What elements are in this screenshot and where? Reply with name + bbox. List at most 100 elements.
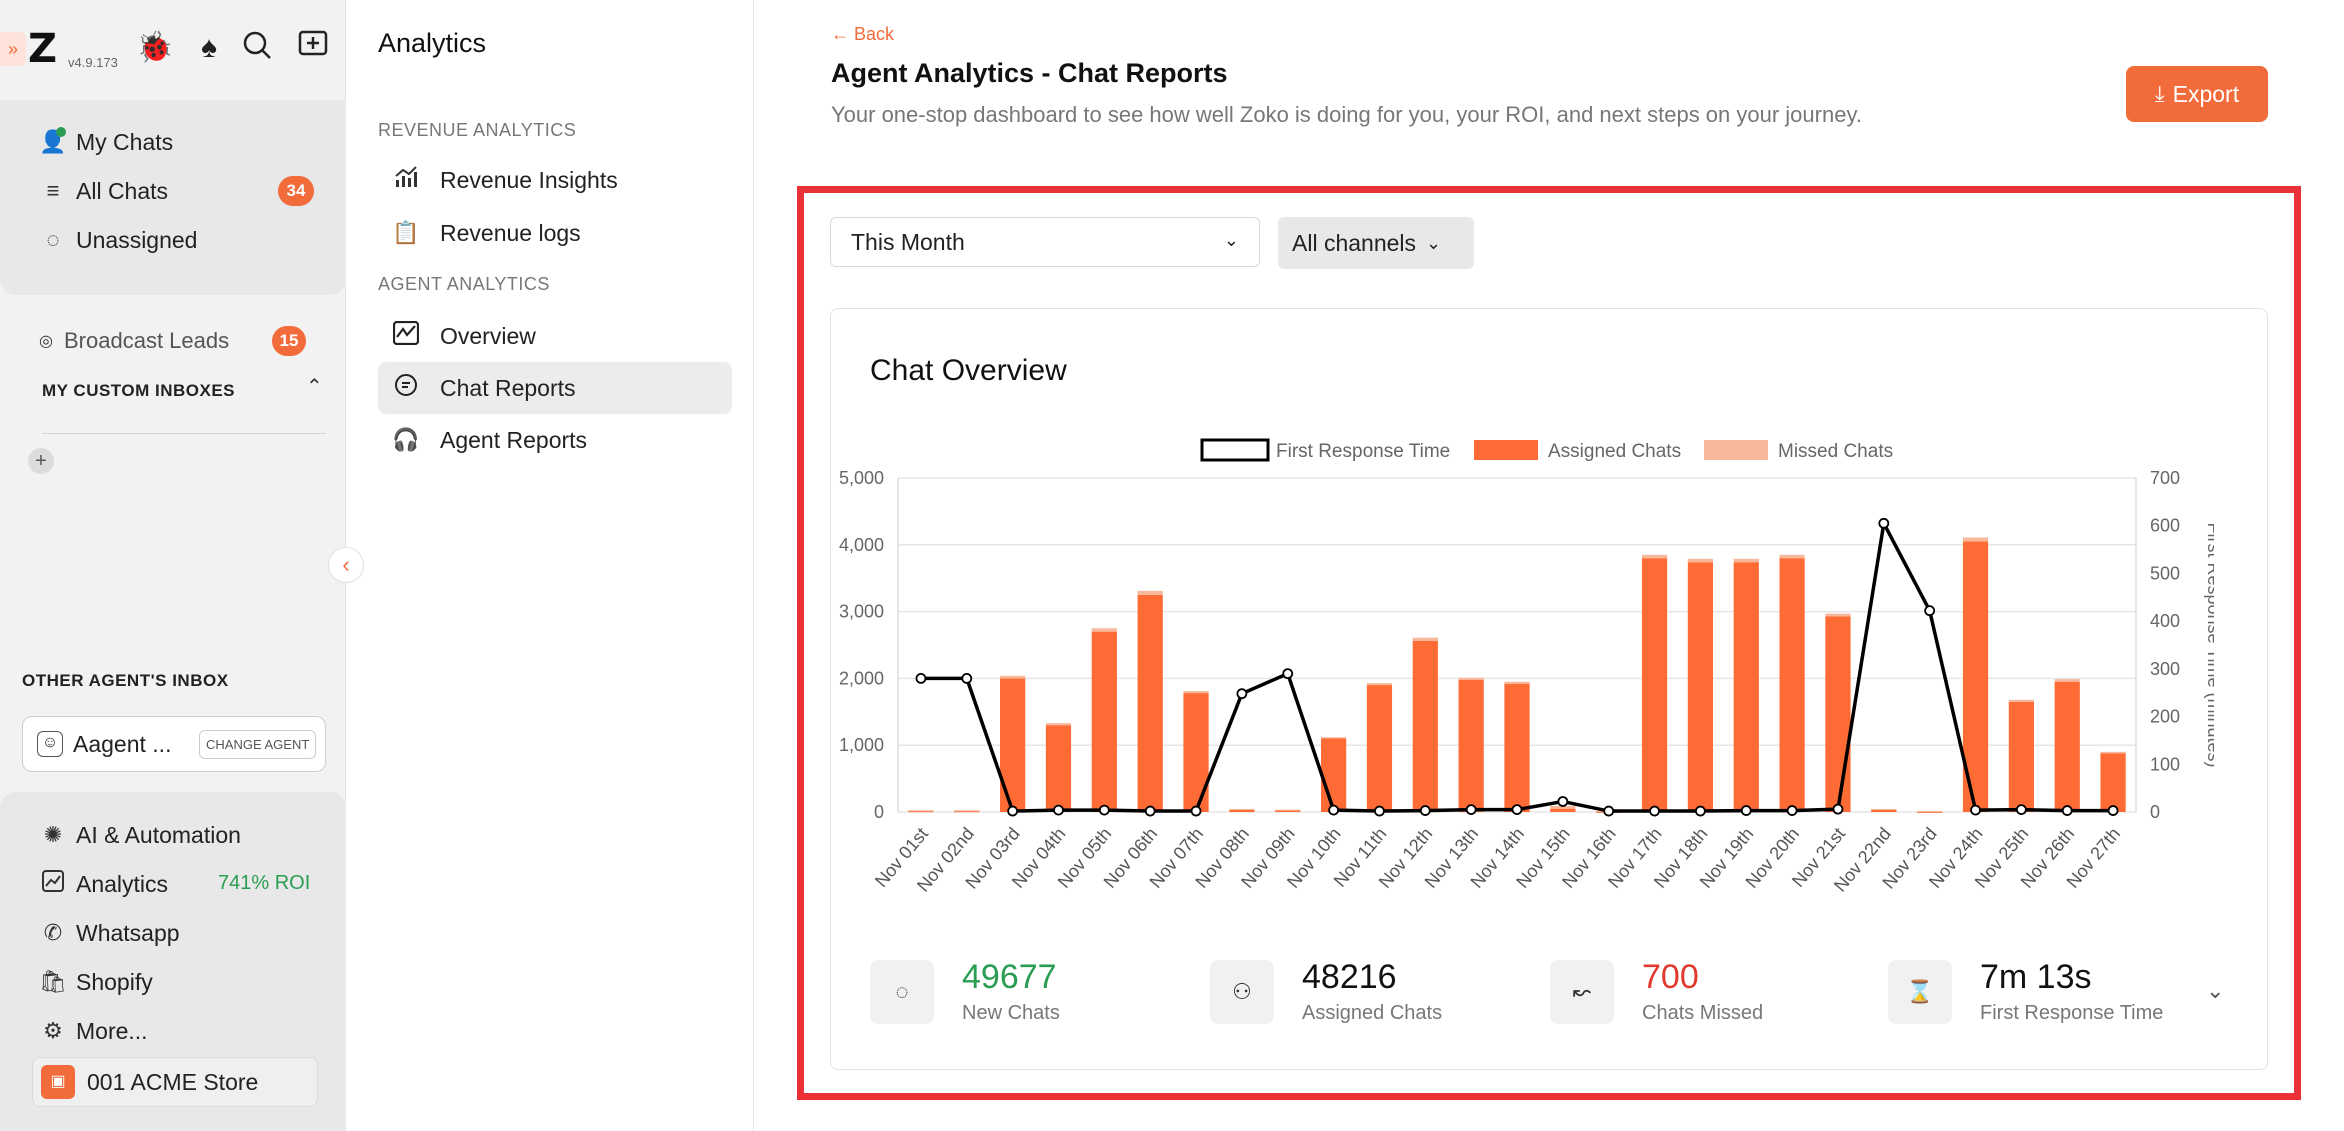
chat-bubble-icon <box>390 373 422 403</box>
bar-missed <box>1412 637 1438 641</box>
search-icon[interactable] <box>238 30 276 69</box>
nav-revenue-insights[interactable]: Revenue Insights <box>378 154 732 206</box>
bar-assigned <box>2054 681 2080 812</box>
expand-sidebar-button[interactable]: » <box>0 32 26 66</box>
export-button[interactable]: ⤓ Export <box>2126 66 2268 122</box>
bar-missed <box>1229 808 1255 810</box>
nav-whatsapp[interactable]: ✆ Whatsapp <box>38 913 180 953</box>
bar-assigned <box>1412 640 1438 812</box>
nav-broadcast-leads[interactable]: ◎ Broadcast Leads <box>36 321 229 361</box>
channel-select[interactable]: All channels ⌄ <box>1278 217 1474 269</box>
stat-value: 48216 <box>1302 958 1397 996</box>
nav-all-chats[interactable]: ≡ All Chats <box>38 171 168 211</box>
nav-shopify[interactable]: 🛍 Shopify <box>38 962 153 1002</box>
zoko-logo: Z <box>28 26 58 72</box>
bar-assigned <box>1779 558 1805 812</box>
clipboard-icon: 📋 <box>392 220 420 245</box>
line-point <box>1649 805 1660 817</box>
agent-name: Aagent ... <box>73 730 172 757</box>
nav-agent-reports[interactable]: 🎧 Agent Reports <box>378 414 732 466</box>
bar-missed <box>1137 590 1163 595</box>
bar-missed <box>1320 737 1347 739</box>
line-point <box>1557 796 1569 807</box>
line-point <box>1328 804 1339 816</box>
main-content: ← Back Agent Analytics - Chat Reports Yo… <box>754 0 2344 1131</box>
nav-all-chats-label: All Chats <box>76 177 169 204</box>
custom-inboxes-title: MY CUSTOM INBOXES <box>42 381 236 400</box>
download-icon: ⤓ <box>2154 81 2165 106</box>
y2-tick-label: 300 <box>2150 659 2180 679</box>
line-point <box>2015 804 2027 816</box>
nav-chat-reports-label: Chat Reports <box>440 374 576 401</box>
store-name: 001 ACME Store <box>87 1068 259 1095</box>
bar-missed <box>1045 723 1072 726</box>
missed-call-icon: ↜ <box>1550 960 1614 1024</box>
bar-missed <box>1733 558 1759 563</box>
main-sidebar: » Z v4.9.173 🐞 ♠ 👤 My Chats ≡ All Chats … <box>0 0 346 1131</box>
bug-icon[interactable]: 🐞 <box>136 31 174 64</box>
bar-missed <box>1000 675 1026 679</box>
bar-assigned <box>1825 616 1851 812</box>
new-chat-icon[interactable] <box>294 30 332 69</box>
y2-tick-label: 200 <box>2150 707 2180 727</box>
legend-label: Missed Chats <box>1778 441 1893 462</box>
y-tick-label: 3,000 <box>839 602 884 622</box>
bar-assigned <box>908 810 934 813</box>
broadcast-icon: ◎ <box>39 333 53 350</box>
bar-assigned <box>954 810 980 813</box>
bar-missed <box>2008 699 2034 702</box>
stat-value: 49677 <box>962 958 1057 996</box>
nav-more[interactable]: ⚙ More... <box>38 1011 147 1051</box>
nav-whatsapp-label: Whatsapp <box>76 919 180 946</box>
user-icon: 👤 <box>39 127 67 154</box>
line-point <box>1878 517 1890 529</box>
bar-assigned <box>1091 631 1117 812</box>
nav-my-chats-label: My Chats <box>76 128 174 155</box>
bar-assigned <box>1733 562 1759 812</box>
change-agent-button[interactable]: CHANGE AGENT <box>199 729 317 759</box>
nav-chat-reports[interactable]: Chat Reports <box>378 362 732 414</box>
collapse-sidebar-button[interactable]: ‹ <box>328 547 364 583</box>
collapse-inboxes-chevron-icon[interactable]: ⌃ <box>306 376 323 398</box>
y-tick-label: 0 <box>874 802 884 822</box>
date-range-select[interactable]: This Month ⌄ <box>830 217 1260 267</box>
store-switcher[interactable]: ▣ 001 ACME Store <box>32 1057 318 1107</box>
revenue-analytics-section: REVENUE ANALYTICS <box>378 120 577 140</box>
stat-label: New Chats <box>962 1002 1060 1024</box>
line-point <box>1786 805 1798 816</box>
bar-assigned <box>1917 811 1943 813</box>
expand-stats-chevron-icon[interactable]: ⌄ <box>2206 978 2225 1003</box>
y-tick-label: 1,000 <box>839 735 884 755</box>
roi-value: 741% ROI <box>218 872 311 894</box>
nav-revenue-logs-label: Revenue logs <box>440 219 581 246</box>
list-filter-icon: ≡ <box>46 178 60 203</box>
agent-analytics-section: AGENT ANALYTICS <box>378 274 550 294</box>
nav-revenue-logs[interactable]: 📋 Revenue logs <box>378 207 732 259</box>
agent-headset-icon: 🎧 <box>392 427 420 452</box>
store-icon: ▣ <box>41 1065 75 1099</box>
page-description: Your one-stop dashboard to see how well … <box>831 102 1862 127</box>
agent-avatar-icon: ☺ <box>37 731 63 757</box>
y2-tick-label: 500 <box>2150 563 2180 583</box>
chat-overview-card <box>830 308 2268 1070</box>
whatsapp-icon: ✆ <box>43 920 63 945</box>
nav-overview[interactable]: Overview <box>378 310 732 362</box>
bar-missed <box>1871 808 1897 810</box>
nav-ai-automation[interactable]: ✺ AI & Automation <box>38 815 241 855</box>
add-inbox-icon[interactable]: + <box>28 448 54 474</box>
bar-missed <box>1458 677 1484 680</box>
bar-missed <box>1962 537 1989 542</box>
nav-analytics-label: Analytics <box>76 870 169 897</box>
nav-analytics[interactable]: Analytics <box>38 864 168 904</box>
nav-my-chats[interactable]: 👤 My Chats <box>38 122 173 162</box>
nav-broadcast-leads-label: Broadcast Leads <box>64 328 230 353</box>
legend-label: First Response Time <box>1276 441 1450 462</box>
chat-overview-title: Chat Overview <box>870 354 1067 387</box>
shopify-icon: 🛍 <box>39 969 67 994</box>
line-point <box>1236 688 1248 700</box>
nav-unassigned[interactable]: ◌ Unassigned <box>38 220 197 260</box>
back-link[interactable]: ← Back <box>831 24 895 44</box>
bar-missed <box>1779 554 1805 559</box>
y2-tick-label: 700 <box>2150 468 2180 488</box>
spade-icon[interactable]: ♠ <box>201 31 217 64</box>
